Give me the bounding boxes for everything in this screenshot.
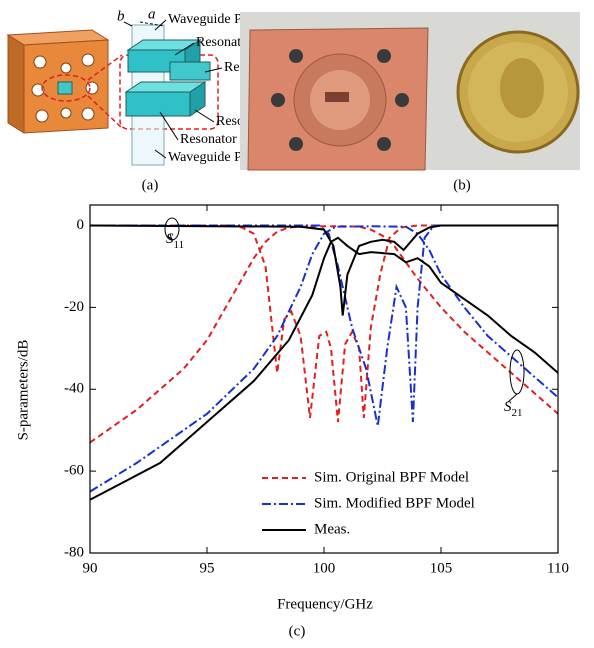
annotation: S21 xyxy=(504,399,523,418)
legend-label: Meas. xyxy=(314,521,350,537)
dim-label: a xyxy=(148,6,156,22)
x-tick-label: 95 xyxy=(200,560,215,576)
series-line xyxy=(90,224,558,316)
leader-lines xyxy=(154,19,223,159)
y-tick-label: -80 xyxy=(64,544,84,560)
photo xyxy=(240,12,580,171)
x-axis-label: Frequency/GHz xyxy=(277,596,373,612)
panel-caption: (c) xyxy=(289,623,306,639)
y-tick-label: -40 xyxy=(64,381,84,397)
y-tick-label: -20 xyxy=(64,299,84,315)
annotation-leader xyxy=(169,233,173,241)
plot-frame xyxy=(89,204,559,554)
part-label: Resonator 4 xyxy=(180,132,247,147)
annotation-leader xyxy=(507,393,518,403)
x-tick-label: 90 xyxy=(83,560,98,576)
y-tick-label: -60 xyxy=(64,463,84,479)
legend-label: Sim. Modified BPF Model xyxy=(314,495,475,511)
series-line xyxy=(90,224,558,423)
annotation-ellipse xyxy=(509,349,525,395)
x-tick-label: 110 xyxy=(547,560,569,576)
annotation-sub: 21 xyxy=(512,407,523,419)
annotation-main: S xyxy=(166,231,174,247)
dim-label: b xyxy=(117,8,125,24)
legend-label: Sim. Original BPF Model xyxy=(314,469,469,485)
annotation: S11 xyxy=(166,231,184,250)
series-line xyxy=(90,224,558,427)
y-axis-label: S-parameters/dB xyxy=(15,340,31,441)
panel-caption: (b) xyxy=(453,177,471,193)
annotation-main: S xyxy=(504,399,512,415)
series-line xyxy=(90,236,558,501)
y-tick-label: 0 xyxy=(77,217,85,233)
cad-model xyxy=(6,21,219,166)
x-tick-label: 105 xyxy=(430,560,453,576)
series-line xyxy=(90,225,558,493)
series-line xyxy=(90,225,558,444)
panel-caption: (a) xyxy=(142,177,159,193)
x-tick-label: 100 xyxy=(313,560,336,576)
annotation-sub: 11 xyxy=(174,239,185,251)
